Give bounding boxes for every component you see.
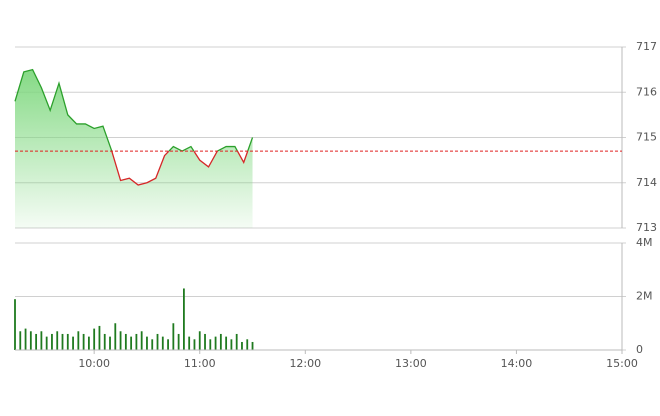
volume-bar <box>219 333 222 350</box>
volume-bar <box>93 328 96 350</box>
volume-bar <box>204 333 206 350</box>
volume-bar <box>130 336 133 350</box>
volume-bar <box>230 339 233 350</box>
x-tick-label: 13:00 <box>395 357 427 370</box>
volume-bar <box>156 333 159 350</box>
y-tick-label: 2M <box>636 290 653 303</box>
volume-bar <box>119 331 122 350</box>
volume-bar <box>77 331 80 350</box>
volume-bar <box>56 331 59 350</box>
volume-bar <box>98 325 101 350</box>
volume-bar <box>188 336 191 350</box>
volume-bar <box>19 331 22 350</box>
y-tick-label: 713 <box>636 221 657 234</box>
x-tick-label: 10:00 <box>78 357 110 370</box>
price-line <box>14 68 254 152</box>
volume-bar <box>45 336 48 350</box>
volume-bar <box>225 336 228 350</box>
volume-bar <box>40 331 43 350</box>
y-tick-label: 716 <box>636 85 657 98</box>
volume-bar <box>177 333 180 350</box>
volume-bar <box>209 339 212 350</box>
volume-bar <box>167 339 169 350</box>
volume-bar <box>29 331 32 350</box>
y-tick-label: 4M <box>636 236 653 249</box>
volume-bar <box>24 328 27 350</box>
volume-bar <box>35 333 38 350</box>
volume-bar <box>198 331 201 350</box>
y-tick-label: 714 <box>636 176 657 189</box>
volume-bar <box>235 333 238 350</box>
y-tick-label: 715 <box>636 131 657 144</box>
volume-bar <box>251 341 254 350</box>
volume-bar <box>82 333 85 350</box>
y-tick-label: 717 <box>636 40 657 53</box>
volume-bar <box>61 333 64 350</box>
x-tick-label: 14:00 <box>501 357 533 370</box>
volume-bar <box>246 339 249 350</box>
volume-bar <box>114 323 117 350</box>
volume-bar <box>151 339 154 350</box>
volume-bar <box>161 336 164 350</box>
volume-bar <box>241 341 243 350</box>
volume-bar <box>51 333 53 350</box>
volume-bar <box>135 333 138 350</box>
x-tick-label: 12:00 <box>289 357 321 370</box>
volume-bar <box>72 336 74 350</box>
y-tick-label: 0 <box>636 343 643 356</box>
x-tick-label: 15:00 <box>606 357 638 370</box>
volume-bar <box>214 336 217 350</box>
volume-bar <box>183 288 185 350</box>
volume-bar <box>109 336 111 350</box>
x-tick-label: 11:00 <box>184 357 216 370</box>
volume-bar <box>193 339 196 350</box>
volume-bar <box>66 333 69 350</box>
price-line-below <box>111 151 249 186</box>
volume-bar <box>146 336 148 350</box>
volume-bar <box>103 333 106 350</box>
price-area <box>15 69 253 228</box>
volume-bar <box>124 333 127 350</box>
volume-bar <box>140 331 143 350</box>
volume-bar <box>172 323 175 350</box>
volume-bar <box>14 299 16 350</box>
volume-bar <box>87 336 90 350</box>
